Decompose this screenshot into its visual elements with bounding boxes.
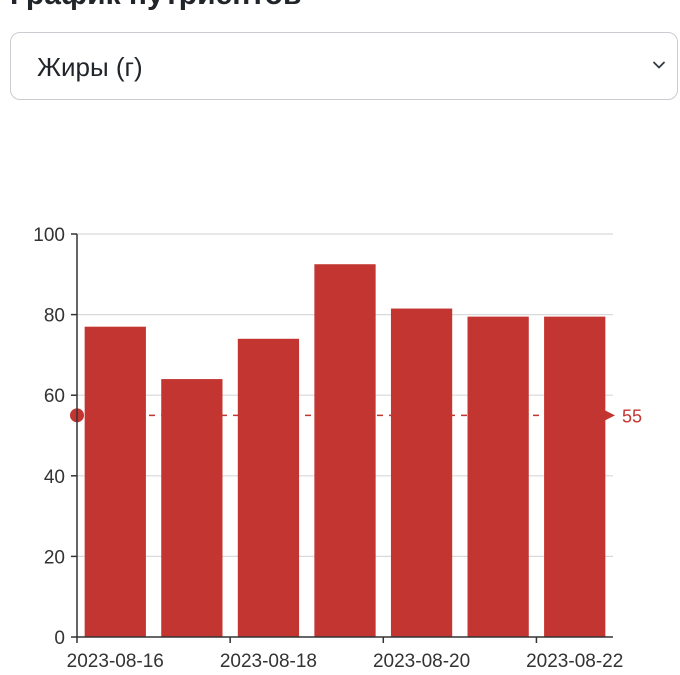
chevron-down-icon	[653, 61, 665, 69]
reference-line: 55	[70, 406, 642, 426]
y-tick-label: 0	[54, 628, 65, 649]
axes	[71, 233, 613, 643]
reference-line-label: 55	[622, 406, 642, 426]
bar-2023-08-21[interactable]	[467, 316, 529, 637]
y-tick-label: 80	[44, 306, 65, 327]
y-tick-label: 40	[44, 467, 65, 488]
bar-2023-08-18[interactable]	[237, 338, 300, 637]
x-tick-label: 2023-08-16	[67, 651, 164, 672]
nutrient-select-value: Жиры (г)	[37, 52, 143, 82]
x-tick-label: 2023-08-20	[373, 651, 470, 672]
y-tick-label: 20	[44, 547, 65, 568]
bar-2023-08-19[interactable]	[314, 264, 376, 637]
y-tick-label: 100	[33, 225, 65, 246]
bar-2023-08-20[interactable]	[390, 308, 453, 637]
reference-line-arrow	[605, 410, 615, 421]
bar-2023-08-22[interactable]	[544, 316, 606, 637]
bars	[84, 264, 606, 637]
tick-labels: 0 20 40 60 80 100 2023-08-16 2023-08-18 2023-08-…	[33, 225, 623, 672]
page-title: График нутриентов	[10, 0, 301, 12]
fat-bar-chart: 55 0 20 40 60 80 100 2023-08-16 2023-08-18 2023-…	[33, 225, 642, 672]
x-tick-label: 2023-08-22	[526, 651, 623, 672]
nutrient-select[interactable]: Жиры (г)	[10, 32, 678, 100]
bar-2023-08-17[interactable]	[161, 379, 223, 637]
y-tick-label: 60	[44, 386, 65, 407]
x-tick-label: 2023-08-18	[220, 651, 317, 672]
bar-2023-08-16[interactable]	[84, 326, 146, 637]
